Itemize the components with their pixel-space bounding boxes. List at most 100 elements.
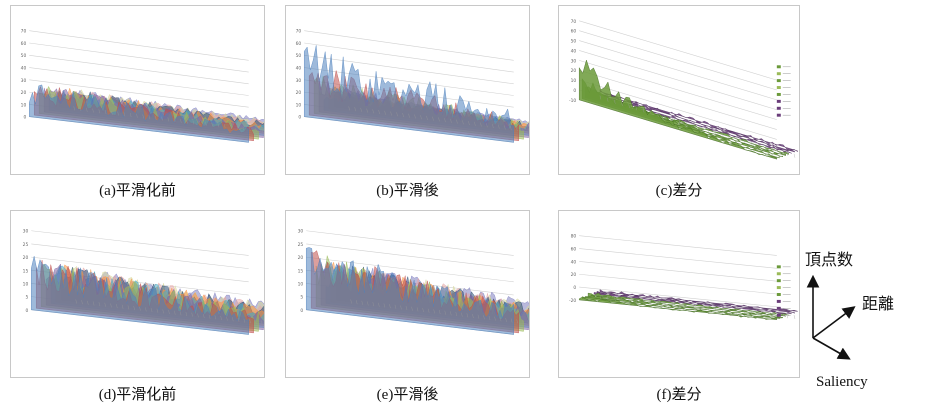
x-tick [614,296,616,302]
x-tick [678,303,681,308]
x-tick [98,109,100,114]
series-1-area [304,45,514,143]
x-tick [621,101,623,106]
x-tick [599,95,602,100]
x-tick [606,296,609,301]
x-tick [104,302,106,307]
x-tick [628,104,630,109]
y-tick-label: 5 [25,295,28,301]
x-tick [136,113,138,118]
chart-panel-c: -10 0 10 20 30 40 50 60 70 [558,5,800,175]
y-tick-label: 20 [298,255,304,261]
y-tick-label: 70 [571,19,577,25]
caption-d: (d)平滑化前 [98,387,177,403]
x-tick [729,308,731,313]
x-tick [220,315,222,320]
x-tick [73,106,75,111]
x-tick [456,119,458,124]
y-tick-label: 40 [296,66,302,72]
y-tick-label: 10 [571,78,577,84]
series-5-area [590,292,789,316]
x-tick [420,115,422,120]
gridline [579,60,777,120]
x-tick [480,122,482,127]
y-tick-label: 70 [21,29,27,35]
x-tick [155,115,157,120]
x-tick [133,306,135,311]
y-tick-label: 25 [298,242,304,248]
x-tick [130,112,132,118]
x-tick [793,314,796,319]
legend-swatch [776,106,781,110]
gridline [306,230,514,256]
x-tick [411,306,413,311]
x-tick [743,138,745,143]
x-tick [516,319,518,324]
x-tick [664,302,666,307]
x-tick [255,127,257,132]
x-tick [148,115,151,120]
x-ticks [348,106,529,133]
x-tick [721,307,724,312]
y-tick-label: 10 [298,281,304,287]
y-tick-label: 10 [23,281,29,287]
x-tick [750,310,753,315]
x-tick [427,308,430,313]
x-tick [466,313,469,318]
chart-panel-d: 0 5 10 15 20 25 30 [10,210,265,378]
x-tick [75,299,77,304]
x-tick [211,122,213,127]
series-8-area [599,289,798,312]
series-marks [579,289,798,320]
x-tick [185,312,188,317]
legend-swatch [776,313,781,317]
x-tick [402,112,404,118]
x-tick [650,110,652,115]
x-tick [192,120,195,125]
series-1-area [31,256,249,335]
x-tick [671,302,673,307]
legend [776,265,791,317]
series-4-area [587,292,786,317]
chart-f-svg: -20 0 20 40 60 80 [569,234,798,320]
y-tick-label: 30 [571,58,577,64]
y-tick-label: 0 [23,115,26,121]
series-1-area [579,296,778,320]
x-tick [174,310,176,315]
x-tick [426,115,428,120]
x-tick [504,125,506,130]
x-ticks [599,95,796,158]
gridlines: -10 0 10 20 30 40 50 60 70 [569,19,777,160]
y-tick-label: 60 [21,41,27,47]
y-tick-label: 20 [296,90,302,96]
gridline [579,30,777,91]
x-tick [461,312,463,317]
y-tick-label: 50 [296,53,302,59]
y-tick-label: 0 [25,308,28,314]
y-tick-label: 20 [571,68,577,74]
x-tick [79,107,82,112]
x-tick [110,303,112,308]
x-tick [127,305,130,310]
x-tick [614,99,616,104]
x-tick [139,306,141,311]
x-tick [243,318,246,323]
x-tick [483,315,485,320]
x-tick [205,121,207,126]
x-tick [444,310,446,315]
y-tick-label: 5 [300,295,303,301]
x-tick [92,108,94,113]
y-tick-label: -10 [569,98,576,104]
y-tick-label: 60 [571,247,577,253]
gridline [304,67,514,96]
x-tick [642,108,645,113]
y-tick-label: 40 [571,48,577,54]
y-tick-label: -20 [569,298,576,304]
series-marks [31,256,264,335]
y-tick-label: 0 [573,88,576,94]
y-tick-label: 30 [23,229,29,235]
x-tick [635,299,638,304]
chart-e-svg: 0 5 10 15 20 25 30 [298,229,529,335]
legend-swatch [776,86,781,90]
axis-key-horizontal-label: Saliency [816,374,868,390]
